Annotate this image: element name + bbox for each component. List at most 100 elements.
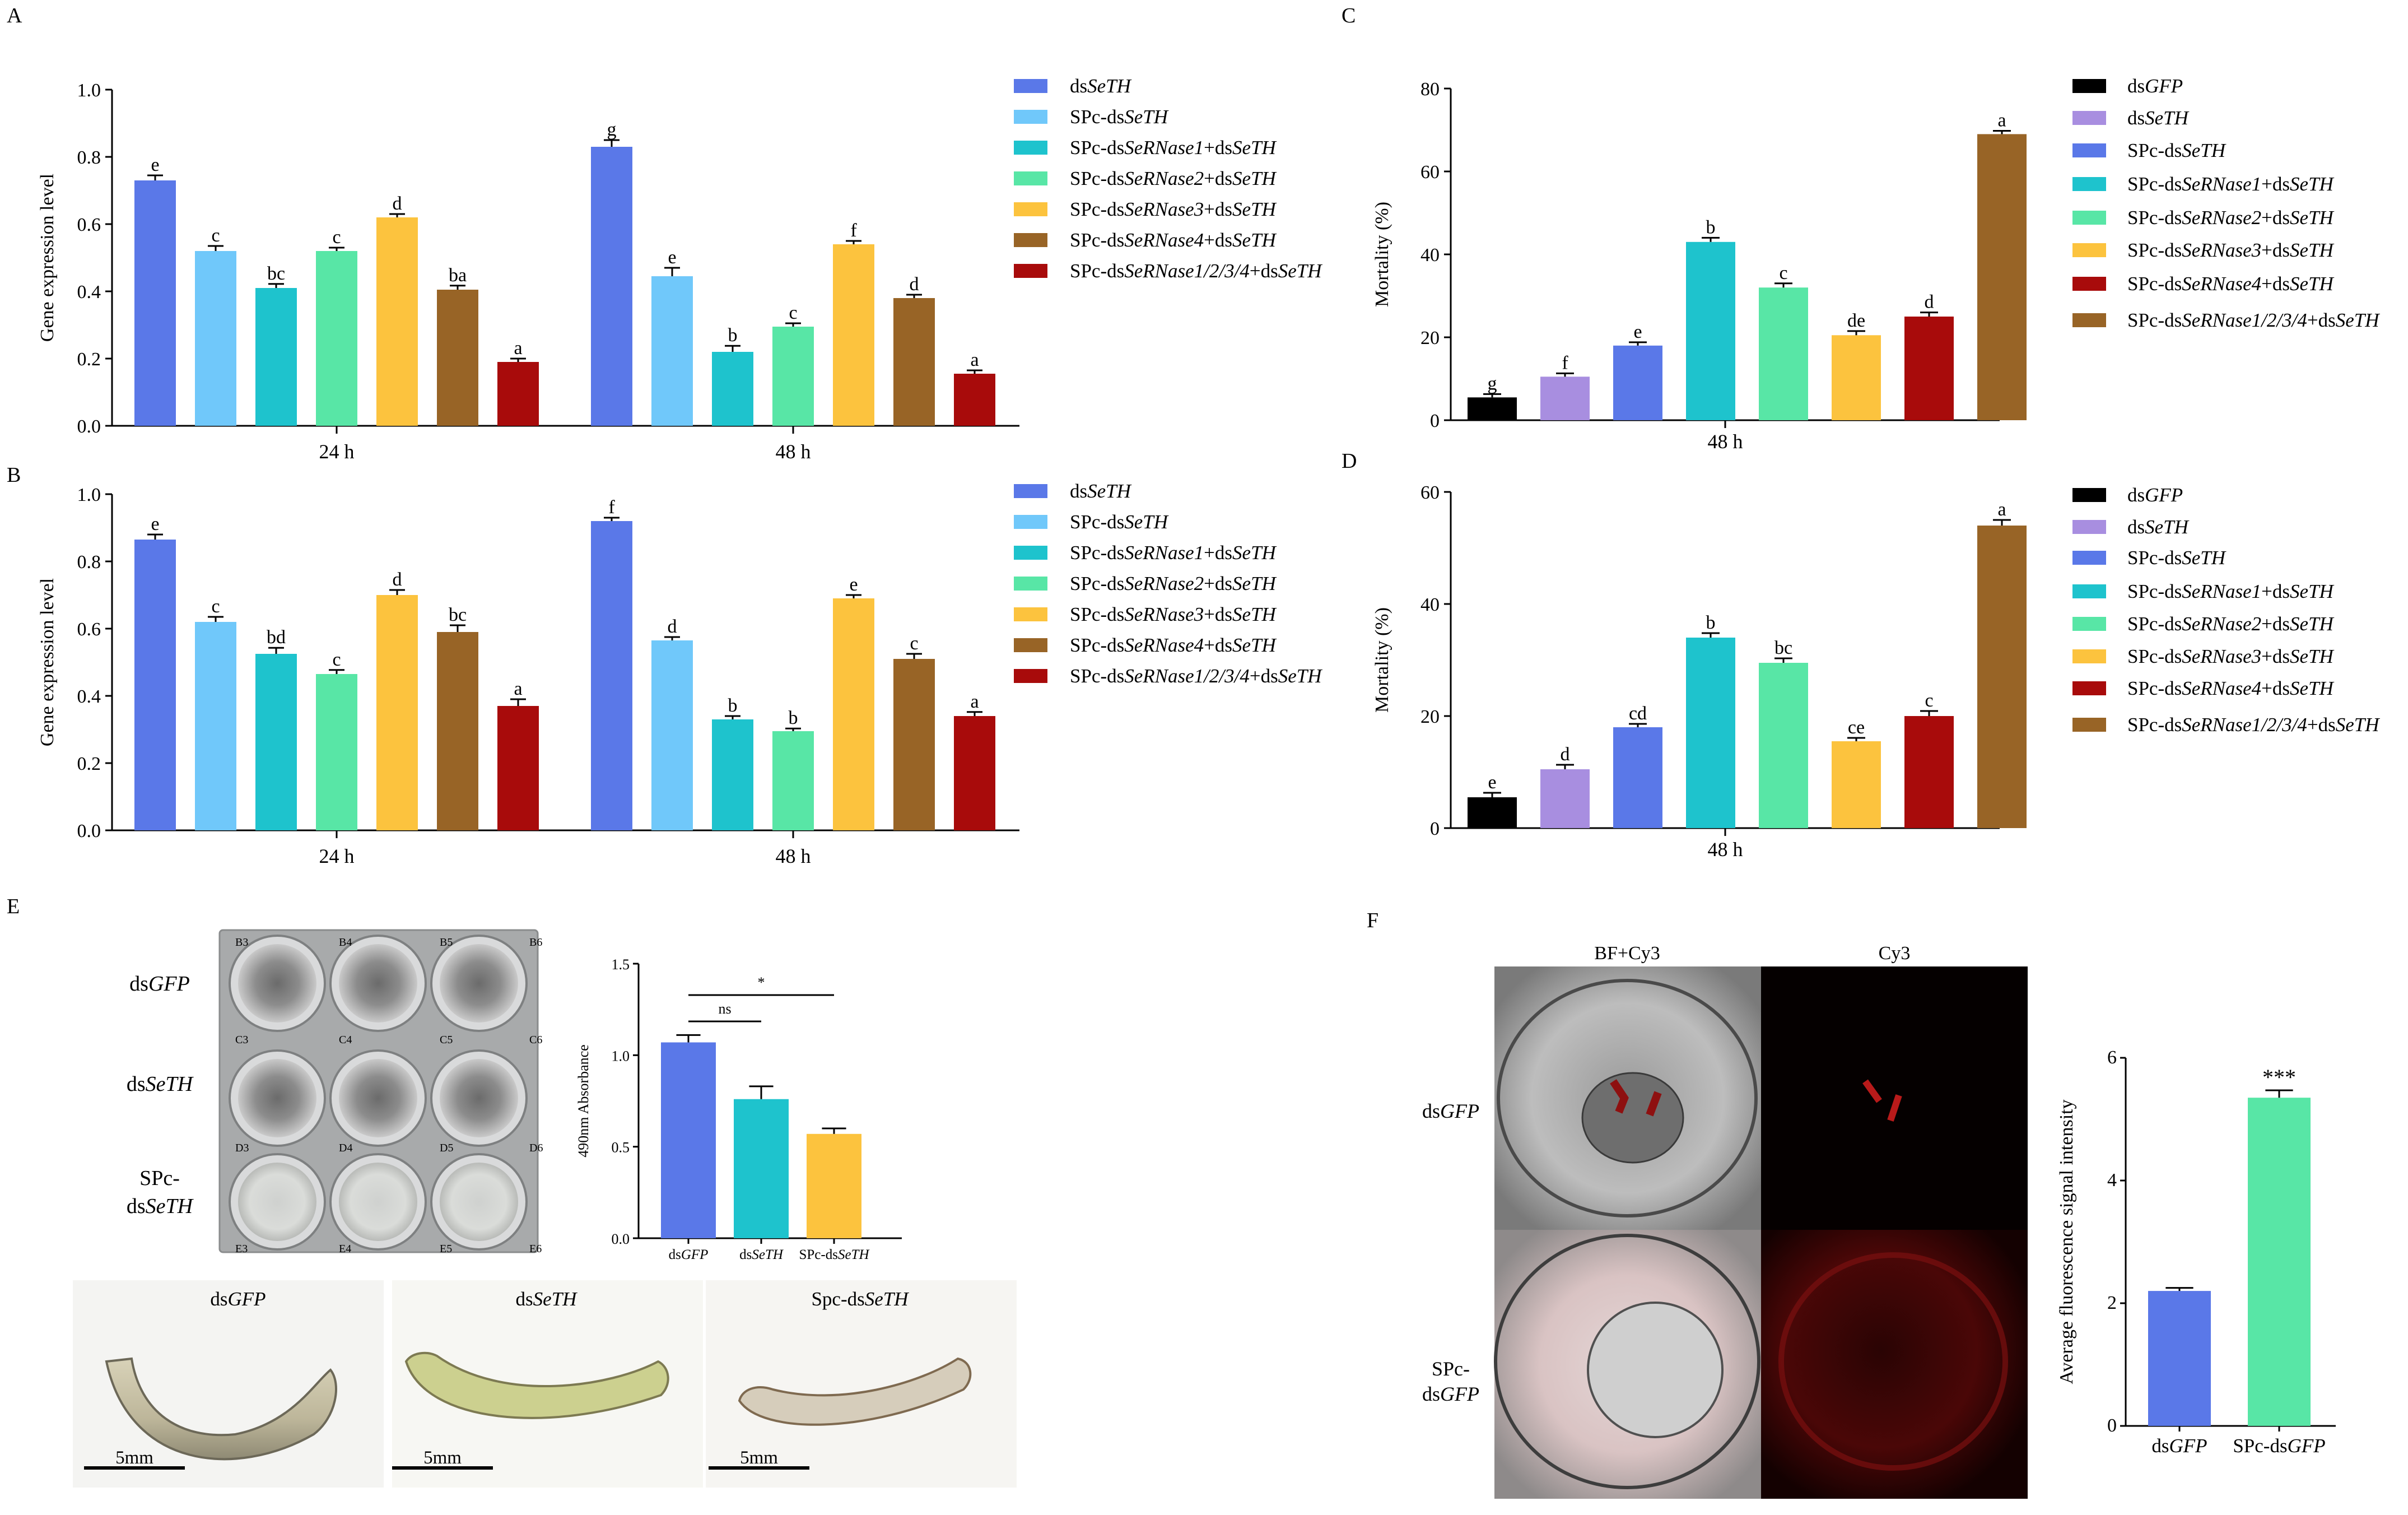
chart-d-legend-swatch <box>2072 488 2106 502</box>
chart-d-legend-label: SPc-dsSeRNase1/2/3/4+dsSeTH <box>2127 714 2380 736</box>
chart-c-bar <box>1613 345 1662 420</box>
chart-d-legend-swatch <box>2072 617 2106 631</box>
chart-c-legend-swatch <box>2072 211 2106 225</box>
chart-a-legend-swatch <box>1014 264 1047 278</box>
chart-b-legend-swatch <box>1014 546 1047 560</box>
chart-c-legend-swatch <box>2072 243 2106 257</box>
micro-row-label: SPc- <box>1432 1358 1470 1380</box>
chart-b-ytick-label: 0.6 <box>77 619 101 640</box>
chart-a-bar <box>954 374 995 426</box>
plate-well-content <box>339 944 417 1023</box>
micro-column-title: Cy3 <box>1879 943 1911 964</box>
plate-well-label: D6 <box>529 1142 543 1154</box>
chart-c-bar <box>1540 377 1590 420</box>
chart-b-bar <box>134 540 176 830</box>
chart-d-bar <box>1904 716 1954 828</box>
plate-well-label: C5 <box>440 1034 453 1046</box>
chart-a-legend-swatch <box>1014 233 1047 247</box>
chart-c-sig-letter: f <box>1562 352 1568 373</box>
chart-b-group-label: 24 h <box>319 845 355 867</box>
chart-f-bar <box>2148 1291 2211 1426</box>
plate-well-label: D4 <box>339 1142 352 1154</box>
chart-b-ytick-label: 0.4 <box>77 686 101 707</box>
chart-e-comparison-label: * <box>758 974 765 991</box>
chart-b-sig-letter: c <box>910 633 918 654</box>
chart-a: 0.0 0.2 0.4 0.6 0.8 1.0 Gene expression level e… <box>37 75 1322 463</box>
chart-a-bar <box>833 244 874 426</box>
chart-e-bar <box>661 1042 716 1238</box>
panel-label-d: D <box>1342 449 1357 473</box>
chart-b-bar <box>651 640 693 830</box>
chart-c-sig-letter: b <box>1706 217 1716 238</box>
scale-bar-label: 5mm <box>740 1448 778 1468</box>
chart-b-bar <box>591 521 632 830</box>
plate-row-label: dsSeTH <box>127 1072 194 1096</box>
chart-a-sig-letter: g <box>607 119 617 140</box>
chart-c-legend-swatch <box>2072 313 2106 327</box>
chart-a-bar <box>712 352 753 426</box>
chart-a-ytick-label: 0.0 <box>77 416 101 437</box>
chart-b-sig-letter: c <box>211 596 220 617</box>
chart-a-ytick-label: 0.6 <box>77 215 101 235</box>
chart-a-sig-letter: bc <box>267 263 285 284</box>
chart-c-bar <box>1686 241 1735 420</box>
chart-d-ytick-label: 0 <box>1430 819 1440 839</box>
chart-c-sig-letter: g <box>1488 373 1497 394</box>
chart-d-bar <box>1686 638 1735 828</box>
chart-b-sig-letter: c <box>332 649 341 670</box>
chart-b-legend-swatch <box>1014 669 1047 683</box>
plate-well-label: E6 <box>529 1243 542 1255</box>
chart-d-legend-swatch <box>2072 681 2106 695</box>
chart-d-bar <box>1832 741 1881 828</box>
chart-b-ytick-label: 0.2 <box>77 754 101 774</box>
chart-d-legend-label: SPc-dsSeRNase4+dsSeTH <box>2127 677 2335 699</box>
plate-well-label: D5 <box>440 1142 453 1154</box>
plate-well-label: E5 <box>440 1243 452 1255</box>
chart-c-legend-label: SPc-dsSeRNase3+dsSeTH <box>2127 239 2335 261</box>
chart-e-ytick-label: 1.0 <box>612 1048 630 1064</box>
larva-dsgfp <box>105 1357 337 1461</box>
chart-b-bar <box>376 595 418 830</box>
plate-well-label: B6 <box>529 936 542 949</box>
chart-b-bar <box>316 674 357 830</box>
chart-b-legend-label: SPc-dsSeRNase4+dsSeTH <box>1070 634 1277 656</box>
chart-a-bar <box>134 180 176 426</box>
plate-well-label: B4 <box>339 936 352 949</box>
chart-b-sig-letter: a <box>970 691 979 712</box>
larva-title: dsGFP <box>210 1288 266 1310</box>
plate-well-content <box>440 1059 518 1137</box>
chart-c-ytick-label: 40 <box>1420 245 1440 266</box>
chart-d-sig-letter: a <box>1997 499 2006 520</box>
well-plate-photo: B3 B4 B5 B6 C3 C4 C5 C6 D3 D4 D5 D6 E3 E4 E5 E6 <box>218 929 543 1255</box>
chart-c-bar <box>1977 134 2027 420</box>
chart-a-bar <box>651 276 693 426</box>
chart-e-comparison-label: ns <box>718 1001 731 1017</box>
chart-e-category-label: dsSeTH <box>739 1247 784 1262</box>
chart-f-ytick-label: 6 <box>2107 1047 2117 1068</box>
chart-a-sig-letter: d <box>910 274 919 295</box>
chart-b-ytick-label: 0.8 <box>77 552 101 573</box>
chart-b-legend-swatch <box>1014 638 1047 652</box>
chart-b-sig-letter: f <box>608 497 615 518</box>
chart-b-legend-label: SPc-dsSeRNase3+dsSeTH <box>1070 603 1277 625</box>
plate-well-content <box>238 944 316 1023</box>
chart-d-legend-label: dsGFP <box>2127 484 2183 506</box>
scale-bar-label: 5mm <box>423 1448 462 1468</box>
larva-photos: dsGFP dsSeTH Spc-dsSeTH 5mm 5mm 5mm <box>73 1280 1017 1488</box>
chart-b-bar <box>497 706 539 830</box>
chart-a-legend-label: SPc-dsSeRNase3+dsSeTH <box>1070 198 1277 220</box>
chart-c-legend-swatch <box>2072 177 2106 191</box>
panel-label-c: C <box>1342 4 1356 27</box>
chart-d-legend-swatch <box>2072 520 2106 534</box>
chart-a-sig-letter: a <box>514 338 522 359</box>
chart-d: 0 20 40 60 Mortality (%) e d cd b bc ce c a 48 h dsGFP… <box>1372 482 2380 861</box>
chart-e-bar <box>734 1099 789 1238</box>
chart-a-sig-letter: b <box>728 325 738 346</box>
chart-a-sig-letter: c <box>332 227 341 248</box>
chart-d-sig-letter: bc <box>1774 638 1792 658</box>
chart-d-legend-swatch <box>2072 649 2106 663</box>
chart-d-bar <box>1613 727 1662 828</box>
chart-b-legend-label: dsSeTH <box>1070 480 1132 502</box>
chart-b-sig-letter: bc <box>449 605 467 625</box>
